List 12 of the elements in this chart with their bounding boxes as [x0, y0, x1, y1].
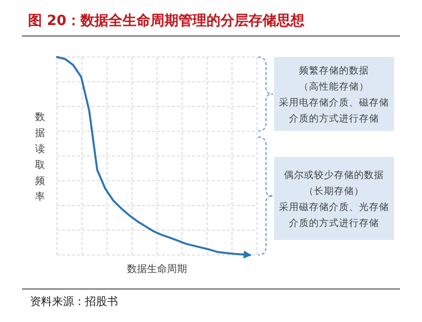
text: 采用磁存储介质、光存储: [279, 201, 389, 213]
text: 频繁存储的数据: [299, 64, 369, 76]
x-axis-title: 数据生命周期: [127, 263, 187, 275]
text: 偶尔或较少存储的数据: [284, 169, 384, 181]
text: 采用电存储介质、磁存储: [279, 96, 389, 108]
y-axis-title: 数据读取频率: [35, 112, 45, 203]
text: 介质的方式进行存储: [289, 217, 379, 229]
text: 资料来源：招股书: [30, 295, 118, 308]
text: （高性能存储）: [299, 80, 369, 92]
text: （长期存储）: [304, 185, 364, 197]
chart-title: 图 20：数据全生命周期管理的分层存储思想: [28, 13, 306, 29]
text: 介质的方式进行存储: [289, 112, 379, 124]
